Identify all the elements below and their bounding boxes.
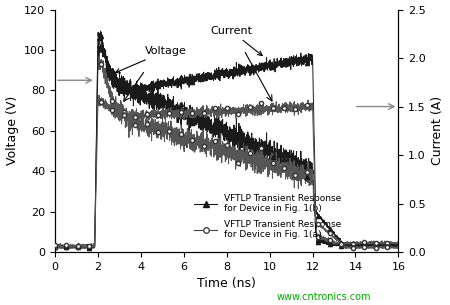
Y-axis label: Current (A): Current (A): [432, 96, 445, 165]
Text: Current: Current: [210, 26, 262, 56]
Legend: VFTLP Transient Response
for Device in Fig. 1(b), VFTLP Transient Response
for D: VFTLP Transient Response for Device in F…: [191, 190, 345, 243]
Text: www.cntronics.com: www.cntronics.com: [277, 292, 371, 302]
Text: Voltage: Voltage: [116, 46, 187, 73]
Y-axis label: Voltage (V): Voltage (V): [5, 96, 18, 165]
X-axis label: Time (ns): Time (ns): [197, 277, 256, 290]
